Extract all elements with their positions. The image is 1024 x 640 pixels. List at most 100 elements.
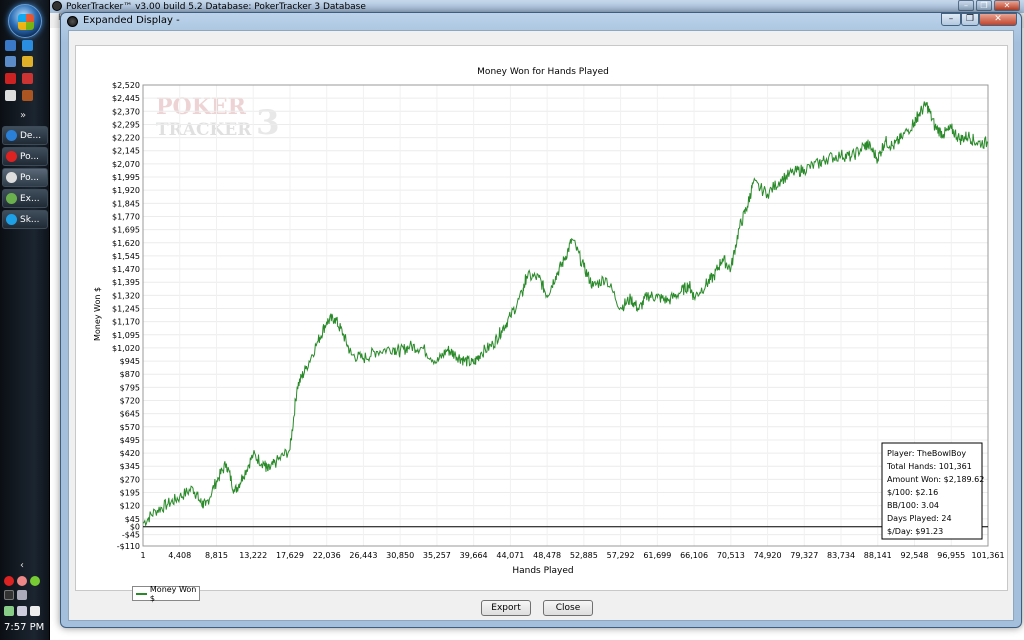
y-tick-label: -$110 — [117, 542, 140, 551]
stats-line: Player: TheBowlBoy — [887, 449, 966, 458]
stats-line: BB/100: 3.04 — [887, 501, 939, 510]
dialog-minimize-button[interactable]: – — [941, 13, 961, 26]
show-desktop-icon[interactable] — [5, 40, 16, 51]
stats-line: Amount Won: $2,189.62 — [887, 475, 984, 484]
legend-swatch — [136, 592, 147, 595]
y-tick-label: $645 — [120, 410, 140, 419]
y-axis-label: Money Won $ — [93, 287, 102, 341]
taskbar-button-poker[interactable]: Po... — [2, 147, 48, 166]
dialog-close-button[interactable]: ✕ — [979, 13, 1017, 26]
y-tick-label: $1,020 — [112, 344, 140, 353]
x-tick-label: 44,071 — [496, 551, 524, 560]
clock[interactable]: 7:57 PM — [4, 622, 45, 633]
game-icon[interactable] — [22, 90, 33, 101]
x-tick-label: 74,920 — [754, 551, 782, 560]
y-tick-label: -$45 — [122, 531, 140, 540]
y-tick-label: $1,545 — [112, 252, 140, 261]
calculator-icon[interactable] — [5, 90, 16, 101]
switch-windows-icon[interactable] — [5, 56, 16, 67]
y-tick-label: $2,145 — [112, 147, 140, 156]
watermark-three: 3 — [256, 103, 280, 143]
pokertracker-app-icon — [52, 1, 62, 11]
x-tick-label: 48,478 — [533, 551, 561, 560]
y-tick-label: $120 — [120, 502, 140, 511]
x-tick-label: 52,885 — [570, 551, 598, 560]
ie-quicklaunch-icon[interactable] — [22, 40, 33, 51]
dialog-maximize-button[interactable]: ❐ — [961, 13, 979, 26]
poker-client-icon[interactable] — [5, 73, 16, 84]
explorer-icon — [6, 193, 17, 204]
windows-taskbar: » De... Po... Po... Ex... Sk... ‹ 7:57 P… — [0, 0, 50, 640]
pokertracker-watermark: POKER TRACKER 3 — [156, 94, 280, 143]
ie-icon — [6, 130, 17, 141]
tray-app-2-icon[interactable] — [17, 576, 27, 586]
taskbar-button-skype[interactable]: Sk... — [2, 210, 48, 229]
x-tick-label: 13,222 — [239, 551, 267, 560]
chart-panel: Money Won for Hands Played POKER TRACKER… — [75, 45, 1008, 591]
legend-label: Money Won $ — [149, 584, 197, 603]
x-tick-label: 22,036 — [313, 551, 341, 560]
x-tick-label: 1 — [140, 551, 145, 560]
pokertracker-icon — [6, 172, 17, 183]
main-close-button[interactable]: ✕ — [994, 0, 1020, 11]
main-minimize-button[interactable]: – — [958, 0, 974, 11]
x-tick-label: 57,292 — [607, 551, 635, 560]
y-tick-label: $270 — [120, 475, 140, 484]
media-player-icon[interactable] — [22, 56, 33, 67]
chevron-down-icon[interactable]: » — [20, 110, 27, 121]
main-window-title: PokerTracker™ v3.00 build 5.2 Database: … — [66, 1, 366, 12]
taskbar-button-ie[interactable]: De... — [2, 126, 48, 145]
x-tick-label: 83,734 — [827, 551, 855, 560]
main-titlebar: PokerTracker™ v3.00 build 5.2 Database: … — [50, 0, 1024, 13]
x-tick-label: 70,513 — [717, 551, 745, 560]
chart-title: Money Won for Hands Played — [477, 67, 609, 77]
y-tick-label: $570 — [120, 423, 140, 432]
y-tick-label: $1,995 — [112, 173, 140, 182]
x-tick-label: 39,664 — [460, 551, 488, 560]
x-tick-label: 88,141 — [864, 551, 892, 560]
stats-line: $/100: $2.16 — [887, 488, 938, 497]
close-button[interactable]: Close — [543, 600, 593, 616]
money-won-series-line — [142, 101, 989, 528]
tray-app-icon[interactable] — [4, 576, 14, 586]
tray-app-3-icon[interactable] — [30, 576, 40, 586]
x-tick-label: 30,850 — [386, 551, 414, 560]
tray-expand-icon[interactable]: ‹ — [20, 560, 24, 571]
money-won-chart: Money Won for Hands Played POKER TRACKER… — [93, 67, 1005, 576]
y-tick-label: $1,695 — [112, 226, 140, 235]
y-tick-label: $2,295 — [112, 120, 140, 129]
y-tick-label: $720 — [120, 397, 140, 406]
poker-client-2-icon[interactable] — [22, 73, 33, 84]
x-tick-label: 101,361 — [971, 551, 1004, 560]
taskbar-button-explorer[interactable]: Ex... — [2, 189, 48, 208]
y-axis-ticks: $2,520 $2,445 $2,370 $2,295 $2,220 $2,145 $2,0… — [112, 81, 140, 551]
tray-app-5-icon[interactable] — [17, 590, 27, 600]
dialog-app-icon — [67, 16, 78, 27]
x-tick-label: 61,699 — [643, 551, 671, 560]
y-tick-label: $1,170 — [112, 318, 140, 327]
network-2-icon[interactable] — [17, 606, 27, 616]
y-tick-label: $1,320 — [112, 291, 140, 300]
watermark-tracker: TRACKER — [156, 120, 252, 140]
y-tick-label: $870 — [120, 370, 140, 379]
stats-line: Days Played: 24 — [887, 514, 952, 523]
plot-area-border — [142, 84, 989, 547]
y-tick-label: $2,520 — [112, 81, 140, 90]
x-tick-label: 79,327 — [790, 551, 818, 560]
tray-app-4-icon[interactable] — [4, 590, 14, 600]
network-icon[interactable] — [4, 606, 14, 616]
main-maximize-button[interactable]: ❐ — [976, 0, 992, 11]
y-tick-label: $795 — [120, 383, 140, 392]
export-button[interactable]: Export — [481, 600, 531, 616]
stats-line: $/Day: $91.23 — [887, 527, 943, 536]
y-tick-label: $420 — [120, 449, 140, 458]
taskbar-button-pokertracker[interactable]: Po... — [2, 168, 48, 187]
x-axis-ticks: 1 4,408 8,815 13,222 17,629 22,036 26,443 30,85… — [140, 551, 1004, 560]
y-tick-label: $2,220 — [112, 134, 140, 143]
y-tick-label: $2,445 — [112, 94, 140, 103]
y-tick-label: $1,770 — [112, 212, 140, 221]
y-tick-label: $1,920 — [112, 186, 140, 195]
x-tick-label: 4,408 — [168, 551, 191, 560]
volume-icon[interactable] — [30, 606, 40, 616]
start-orb-button[interactable] — [8, 4, 42, 38]
